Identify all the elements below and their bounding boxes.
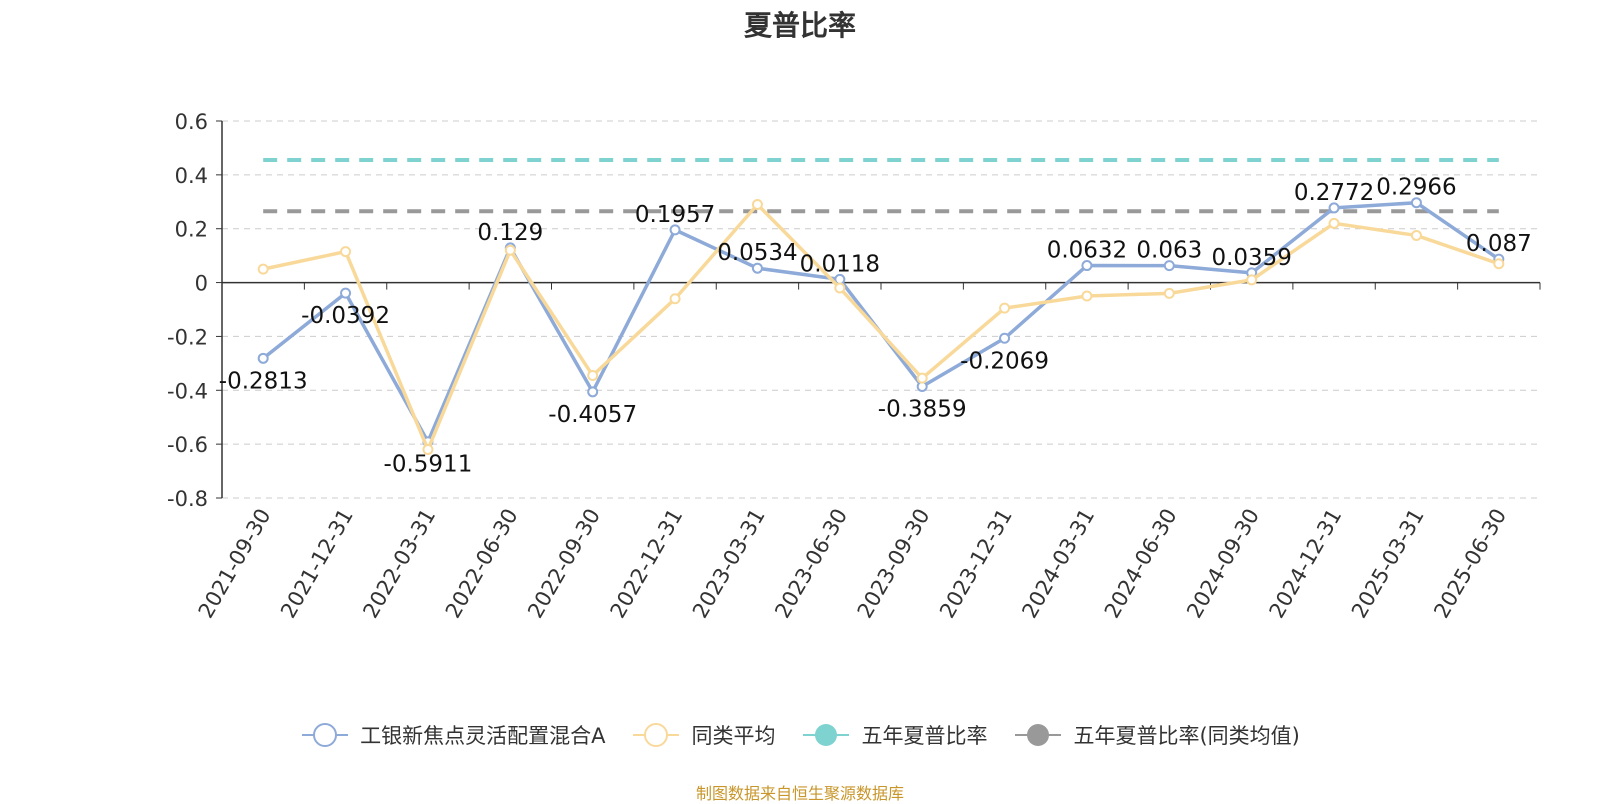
- data-point: [1081, 290, 1093, 302]
- data-point: [1410, 197, 1422, 209]
- data-point: [340, 246, 352, 258]
- data-point: [1163, 287, 1175, 299]
- x-tick-label: 2023-06-30: [770, 505, 852, 623]
- data-label: 0.087: [1466, 231, 1532, 257]
- data-label: 0.2966: [1376, 175, 1456, 201]
- x-tick-label: 2022-03-31: [358, 505, 440, 623]
- data-point: [751, 198, 763, 210]
- data-label: 0.2772: [1294, 180, 1374, 206]
- data-point: [999, 302, 1011, 314]
- x-tick-label: 2024-09-30: [1182, 505, 1264, 623]
- data-label: 0.0118: [800, 251, 880, 277]
- y-tick-label: 0.4: [175, 164, 208, 188]
- x-tick-label: 2021-09-30: [194, 505, 276, 623]
- source-note: 制图数据来自恒生聚源数据库: [695, 784, 904, 803]
- x-tick-label: 2023-03-31: [688, 505, 770, 623]
- legend-label: 工银新焦点灵活配置混合A: [360, 724, 606, 748]
- legend-item[interactable]: 五年夏普比率(同类均值): [1013, 720, 1300, 750]
- data-point: [669, 224, 681, 236]
- x-tick-label: 2024-06-30: [1100, 505, 1182, 623]
- data-point: [340, 287, 352, 299]
- x-tick-label: 2022-09-30: [523, 505, 605, 623]
- data-label: -0.4057: [548, 402, 637, 428]
- y-tick-label: -0.4: [167, 379, 208, 403]
- data-point: [257, 352, 269, 364]
- legend-item[interactable]: 工银新焦点灵活配置混合A: [300, 720, 605, 750]
- data-point: [669, 293, 681, 305]
- legend-label: 五年夏普比率(同类均值): [1073, 724, 1300, 748]
- legend-label: 同类平均: [691, 724, 776, 748]
- data-label: -0.2069: [960, 348, 1049, 374]
- grid-lines: [222, 120, 1540, 499]
- x-tick-label: 2023-12-31: [935, 505, 1017, 623]
- data-point: [1163, 260, 1175, 272]
- data-label: -0.2813: [219, 368, 308, 394]
- data-point: [257, 263, 269, 275]
- chart-title: 夏普比率: [743, 9, 856, 42]
- data-point: [751, 262, 763, 274]
- data-point: [587, 386, 599, 398]
- data-point: [504, 244, 516, 256]
- data-label: -0.3859: [878, 396, 967, 422]
- data-point: [1328, 217, 1340, 229]
- data-label: -0.0392: [301, 303, 390, 329]
- y-tick-label: 0.6: [175, 110, 208, 134]
- x-tick-label: 2022-12-31: [606, 505, 688, 623]
- data-label: 0.1957: [635, 202, 715, 228]
- legend-marker-icon: [302, 723, 349, 747]
- data-point: [999, 332, 1011, 344]
- data-label: 0.0359: [1211, 245, 1291, 271]
- data-label: -0.5911: [384, 452, 473, 478]
- y-tick-label: 0.2: [175, 218, 208, 242]
- x-tick-label: 2024-12-31: [1265, 505, 1347, 623]
- data-point: [1328, 202, 1340, 214]
- legend-marker-icon: [1015, 724, 1062, 746]
- x-tick-label: 2024-03-31: [1017, 505, 1099, 623]
- data-point: [422, 444, 434, 456]
- data-label: 0.0632: [1047, 238, 1127, 264]
- data-point: [1410, 229, 1422, 241]
- data-label: 0.129: [477, 220, 543, 246]
- x-tick-label: 2025-06-30: [1429, 505, 1511, 623]
- series-lines: [257, 158, 1505, 456]
- data-label: 0.0534: [717, 240, 797, 266]
- legend-item[interactable]: 同类平均: [631, 720, 775, 750]
- data-point: [1493, 258, 1505, 270]
- series-line-1: [262, 202, 1500, 452]
- legend-marker-icon: [633, 723, 680, 747]
- data-point: [587, 369, 599, 381]
- data-point: [834, 282, 846, 294]
- y-tick-label: -0.2: [167, 325, 208, 349]
- data-point: [1081, 260, 1093, 272]
- y-tick-label: -0.6: [167, 433, 208, 457]
- data-labels: -0.2813-0.0392-0.59110.129-0.40570.19570…: [219, 175, 1532, 478]
- data-label: 0.063: [1136, 238, 1202, 264]
- legend-marker-icon: [803, 724, 850, 746]
- legend-item[interactable]: 五年夏普比率: [801, 720, 987, 750]
- x-tick-label: 2025-03-31: [1347, 505, 1429, 623]
- x-tick-label: 2021-12-31: [276, 505, 358, 623]
- data-point: [916, 372, 928, 384]
- x-tick-label: 2022-06-30: [441, 505, 523, 623]
- data-point: [1246, 274, 1258, 286]
- y-tick-label: -0.8: [167, 487, 208, 511]
- x-tick-label: 2023-09-30: [853, 505, 935, 623]
- legend-label: 五年夏普比率: [861, 724, 988, 748]
- y-tick-label: 0: [195, 272, 208, 296]
- legend: 工银新焦点灵活配置混合A 同类平均 五年夏普比率 五年夏普比率(同类均值): [0, 720, 1600, 750]
